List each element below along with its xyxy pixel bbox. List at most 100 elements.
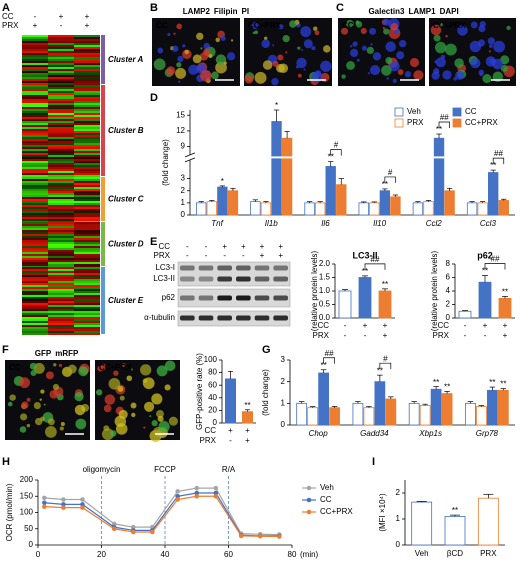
series-marker [130,529,136,535]
legend-label: CC+PRX [320,507,353,516]
heatmap-cell [22,163,48,165]
heatmap-cell [74,327,100,329]
heatmap-cell [74,207,100,209]
heatmap-cell [74,226,100,228]
x-tick-label: Veh [415,549,429,558]
heatmap-cell [48,254,74,256]
condition-name: CC [158,242,170,251]
blot-band [217,295,232,301]
bar [486,389,498,426]
bar [411,501,433,546]
micrograph-spot [500,64,508,72]
heatmap-cell [48,101,74,103]
heatmap-cell [74,323,100,325]
series-marker [111,526,117,532]
micrograph-spot [143,426,146,429]
significance-label: ** [377,366,383,375]
x-tick-label: 0 [36,550,41,559]
series-marker [80,502,85,507]
significance-label: ** [500,380,506,389]
heatmap-cell [74,127,100,129]
condition-name: PRX [2,21,19,30]
heatmap-cell [22,113,48,115]
y-tick-label: 0 [446,313,451,322]
micrograph-spot [74,392,84,402]
micrograph-spot [457,25,468,36]
heatmap-cell [48,89,74,91]
heatmap-cell [74,191,100,193]
micrograph-spot [301,48,304,51]
heatmap-cell [22,219,48,221]
heatmap-cell [48,167,74,169]
micrograph-spot [303,68,306,71]
condition-sign: + [503,331,508,340]
heatmap-cell [48,161,74,163]
heatmap-cell [48,99,74,101]
heatmap-cell [48,215,74,217]
heatmap-cell [48,183,74,185]
micrograph-spot [178,80,181,83]
micrograph-spot [223,61,227,65]
blot-row-label: LC3-I [155,263,175,272]
micrograph-spot [311,46,316,51]
series-marker [257,533,263,539]
micrograph-title: CC+PRX [248,21,281,30]
heatmap-cell [22,47,48,49]
y-tick-label: 0 [29,540,34,549]
bar [281,137,293,216]
micrograph-spot [433,68,440,75]
heatmap-cell [48,135,74,137]
bar [408,402,420,426]
micrograph-spot [385,56,393,65]
condition-sign: + [59,12,64,21]
heatmap-cell [48,49,74,51]
error-bar [482,275,488,283]
heatmap-cell [22,169,48,171]
heatmap-cell [74,101,100,103]
comparison-label: ## [491,255,500,264]
micrograph-spot [215,61,227,74]
heatmap-cell [22,115,48,117]
heatmap-cell [48,285,74,287]
heatmap-cell [22,77,48,79]
micrograph-spot [43,403,46,406]
micrograph-spot [58,363,63,367]
heatmap-cell [74,123,100,125]
heatmap-cell [22,319,48,321]
heatmap-cell [74,264,100,266]
legend-swatch [394,118,404,128]
micrograph-spot [173,32,176,35]
error-bar [198,201,204,203]
condition-sign: + [363,321,368,330]
micrograph-spot [67,364,77,374]
error-bar [425,200,432,202]
heatmap-cell [74,111,100,113]
event-label: FCCP [154,465,176,474]
bar [498,298,512,319]
heatmap-cell [74,61,100,63]
bar [433,137,445,216]
cluster-bar [101,35,105,84]
micrograph-spot [142,377,155,390]
heatmap-cell [22,149,48,151]
heatmap-cell [74,193,100,195]
micrograph-spot [434,60,438,64]
heatmap-cell [22,325,48,327]
micrograph-spot [404,71,412,78]
heatmap-cell [48,277,74,279]
error-bar [273,109,280,122]
heatmap-cell [48,187,74,189]
bar [338,290,352,319]
comparison-label: ## [494,149,503,158]
heatmap-cell [74,197,100,199]
heatmap-cell [48,203,74,205]
heatmap-cell [48,295,74,297]
cluster-label: Cluster A [108,55,143,64]
heatmap-cell [48,37,74,39]
blot-row-label: p62 [162,293,176,302]
error-bar [371,201,377,203]
chart-title: LC3-II [352,250,377,260]
heatmap-cell [22,171,48,173]
micrograph-spot [157,415,164,422]
micrograph-spot [7,401,13,407]
